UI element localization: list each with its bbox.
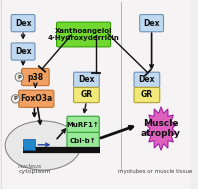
FancyBboxPatch shape — [11, 15, 35, 32]
FancyBboxPatch shape — [134, 72, 160, 88]
FancyBboxPatch shape — [140, 15, 164, 32]
Text: Dex: Dex — [78, 75, 95, 84]
Text: GR: GR — [80, 91, 92, 99]
FancyBboxPatch shape — [23, 139, 35, 150]
Ellipse shape — [5, 121, 81, 170]
FancyBboxPatch shape — [73, 72, 99, 88]
Text: Muscle
atrophy: Muscle atrophy — [141, 119, 181, 138]
Circle shape — [11, 95, 20, 103]
Text: P: P — [17, 75, 21, 80]
Text: FoxO3a: FoxO3a — [20, 94, 52, 103]
Text: nucleus: nucleus — [18, 164, 42, 169]
Text: GR: GR — [141, 91, 153, 99]
Polygon shape — [146, 107, 176, 150]
Text: Xanthoangelol
4-Hydroxyderricin: Xanthoangelol 4-Hydroxyderricin — [48, 28, 119, 41]
FancyBboxPatch shape — [73, 87, 99, 103]
FancyBboxPatch shape — [0, 0, 191, 189]
Text: Dex: Dex — [139, 75, 155, 84]
Text: MuRF1↑: MuRF1↑ — [67, 122, 99, 128]
FancyBboxPatch shape — [19, 90, 54, 107]
FancyBboxPatch shape — [67, 132, 99, 149]
Circle shape — [15, 73, 23, 81]
Text: Dex: Dex — [15, 47, 31, 56]
Text: myotubes or muscle tissue: myotubes or muscle tissue — [118, 169, 193, 174]
FancyBboxPatch shape — [67, 116, 99, 133]
Text: Dex: Dex — [15, 19, 31, 28]
FancyBboxPatch shape — [57, 22, 111, 47]
FancyBboxPatch shape — [11, 43, 35, 60]
Text: Cbl-b↑: Cbl-b↑ — [70, 138, 96, 144]
Text: P: P — [14, 96, 17, 101]
FancyBboxPatch shape — [22, 68, 49, 86]
Text: p38: p38 — [27, 73, 43, 81]
Text: cytoplasm: cytoplasm — [19, 169, 52, 174]
FancyBboxPatch shape — [134, 87, 160, 103]
Text: Dex: Dex — [143, 19, 160, 28]
